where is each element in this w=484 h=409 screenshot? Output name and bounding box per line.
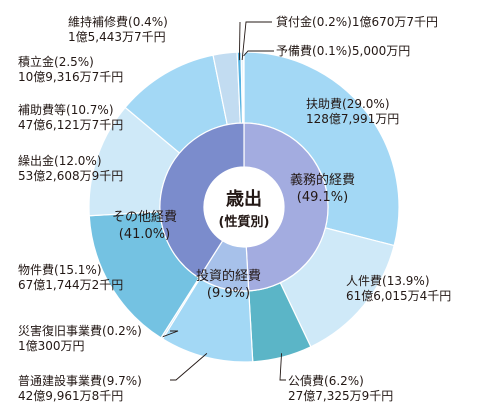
label-jinkenhi: 人件費(13.9%) 61億6,015万4千円 — [346, 274, 452, 303]
outer-slice-12 — [242, 51, 245, 124]
leader-kousaihi — [279, 353, 286, 381]
label-fujohi: 扶助費(29.0%) 128億7,991万円 — [306, 97, 400, 126]
label-hojohi: 補助費等(10.7%) 47億6,121万7千円 — [18, 103, 124, 132]
leader-yobihi — [243, 50, 274, 57]
label-tsumitatekin: 積立金(2.5%) 10億9,316万7千円 — [18, 55, 124, 84]
label-kousaihi: 公債費(6.2%) 27億7,325万9千円 — [288, 374, 394, 403]
leader-saigai-fukkyuu — [162, 330, 179, 338]
inner-ring — [159, 122, 329, 292]
leader-lines — [162, 21, 286, 381]
leader-futsuu-kensetsu — [170, 353, 208, 381]
label-bukkenhi: 物件費(15.1%) 67億1,744万2千円 — [18, 263, 124, 292]
leader-kashitsukekin — [241, 21, 272, 61]
group-label-gimuteki: 義務的経費 (49.1%) — [290, 173, 356, 205]
label-saigai-fukkyuu: 災害復旧事業費(0.2%) 1億300万円 — [18, 324, 142, 353]
center-hole — [204, 167, 284, 247]
label-futsuu-kensetsu: 普通建設事業費(9.7%) 42億9,961万8千円 — [18, 374, 142, 403]
chart-subtitle: (性質別) — [219, 214, 270, 230]
label-iji-hoshuuhi: 維持補修費(0.4%) 1億5,443万7千円 — [68, 15, 168, 44]
label-kuridashikin: 繰出金(12.0%) 53億2,608万9千円 — [18, 154, 124, 183]
label-yobihi: 予備費(0.1%)5,000万円 — [276, 44, 411, 58]
group-label-toushiteki: 投資的経費 (9.9%) — [196, 269, 262, 301]
chart-title: 歳出 — [226, 188, 262, 210]
group-label-sonota: その他経費 (41.0%) — [112, 210, 178, 242]
label-kashitsukekin: 貸付金(0.2%)1億670万7千円 — [276, 15, 439, 29]
leader-iji-hoshuuhi — [238, 21, 241, 61]
